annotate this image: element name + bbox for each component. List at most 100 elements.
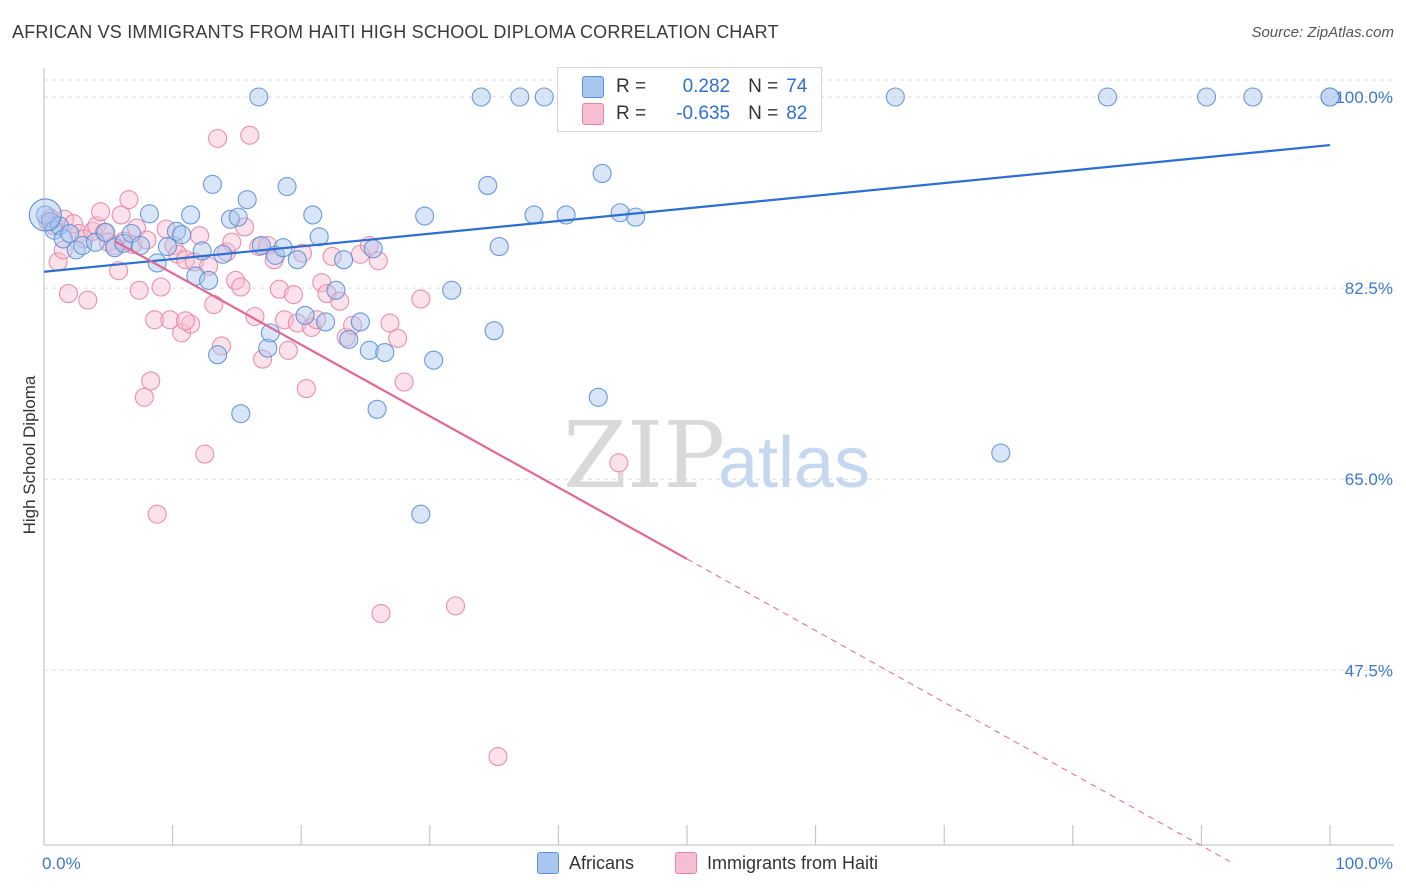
haiti-point-41 — [208, 128, 228, 149]
series-haiti-points — [38, 125, 629, 767]
africans-point-23 — [202, 174, 223, 194]
legend-row-haiti: R = -0.635 N = 82 — [582, 101, 807, 127]
africans-point-67 — [885, 87, 905, 107]
gridlines — [44, 79, 1394, 671]
africans-point-46 — [359, 340, 379, 360]
source-label: Source: ZipAtlas.com — [1251, 24, 1394, 41]
x-tick-label-1: 100.0% — [1335, 854, 1393, 873]
africans-point-44 — [339, 329, 359, 349]
haiti-point-35 — [181, 314, 201, 334]
trend-lines — [43, 143, 1331, 862]
haiti-point-68 — [343, 315, 363, 335]
tick-labels: 47.5% 65.0% 82.5% 100.0% 0.0% 100.0% — [42, 88, 1393, 873]
africans-point-60 — [524, 205, 544, 225]
haiti-point-73 — [380, 313, 400, 333]
haiti-point-20 — [119, 190, 139, 210]
africans-point-24 — [208, 345, 228, 365]
africans-point-47 — [363, 239, 383, 259]
axes — [43, 68, 1394, 846]
watermark: ZIP atlas — [563, 402, 870, 509]
africans-point-63 — [592, 163, 612, 183]
africans-point-28 — [231, 404, 251, 424]
haiti-point-72 — [371, 603, 391, 624]
haiti-point-18 — [111, 205, 131, 225]
haiti-point-51 — [253, 349, 273, 369]
haiti-point-26 — [141, 371, 161, 391]
haiti-point-71 — [368, 251, 388, 271]
haiti-point-10 — [78, 290, 98, 310]
haiti-point-76 — [411, 289, 431, 309]
y-tick-label-2: 82.5% — [1345, 279, 1393, 298]
africans-point-0 — [35, 205, 55, 225]
africans-point-48 — [367, 399, 387, 419]
haiti-point-45 — [226, 270, 246, 291]
haiti-point-38 — [195, 444, 215, 464]
haiti-point-77 — [445, 596, 466, 616]
haiti-point-6 — [58, 284, 78, 304]
haiti-point-74 — [388, 328, 408, 348]
africans-legend-swatch — [537, 852, 559, 874]
africans-point-30 — [249, 87, 269, 107]
africans-point-42 — [326, 280, 346, 300]
africans-point-41 — [316, 312, 336, 332]
haiti-point-13 — [91, 202, 111, 222]
africans-legend-label: Africans — [569, 852, 635, 873]
y-axis-label: High School Diploma — [20, 375, 39, 534]
africans-point-59 — [534, 87, 554, 107]
africans-point-53 — [442, 280, 462, 300]
africans-point-18 — [172, 225, 192, 245]
legend-item-africans: Africans — [537, 852, 634, 874]
africans-point-16 — [157, 237, 178, 257]
haiti-point-67 — [336, 327, 356, 347]
series-legend: Africans Immigrants from Haiti — [0, 852, 1406, 876]
legend-row-africans: R = 0.282 N = 74 — [582, 74, 807, 100]
africans-point-27 — [228, 207, 248, 227]
africans-point-57 — [489, 237, 509, 257]
africans-point-51 — [415, 206, 435, 226]
haiti-trend-line — [114, 240, 688, 560]
haiti-point-46 — [231, 277, 251, 297]
africans-point-58 — [510, 87, 530, 107]
r-label: R = — [616, 103, 647, 124]
africans-point-40 — [309, 227, 329, 247]
haiti-point-60 — [296, 379, 316, 399]
africans-r-value: 0.282 — [682, 76, 731, 97]
africans-point-14 — [139, 204, 160, 224]
watermark-atlas: atlas — [718, 423, 870, 503]
africans-point-71 — [1243, 87, 1263, 107]
africans-point-5 — [60, 223, 80, 244]
africans-point-50 — [411, 504, 431, 524]
haiti-r-value: -0.635 — [676, 103, 731, 124]
africans-point-49 — [375, 342, 395, 363]
n-label: N = — [748, 103, 779, 124]
legend-item-haiti: Immigrants from Haiti — [675, 852, 878, 874]
africans-point-62 — [588, 387, 608, 407]
series-africans-points — [28, 87, 1340, 524]
africans-trend-line — [43, 143, 1331, 273]
haiti-trend-extension — [686, 558, 1230, 862]
y-tick-label-3: 100.0% — [1335, 88, 1393, 107]
haiti-point-75 — [394, 372, 414, 392]
africans-point-9 — [96, 222, 116, 242]
africans-point-36 — [277, 176, 297, 197]
haiti-point-27 — [145, 310, 165, 330]
africans-point-17 — [166, 221, 187, 241]
africans-point-22 — [199, 270, 219, 291]
haiti-point-54 — [269, 279, 289, 299]
haiti-point-81 — [609, 453, 629, 473]
haiti-point-58 — [287, 313, 307, 333]
africans-point-7 — [73, 235, 93, 256]
haiti-point-55 — [274, 310, 295, 330]
stats-legend: R = 0.282 N = 74 R = -0.635 N = 82 — [557, 67, 822, 132]
africans-point-73 — [1320, 87, 1340, 107]
haiti-point-30 — [160, 310, 180, 330]
africans-point-43 — [334, 250, 354, 270]
haiti-point-78 — [147, 504, 167, 524]
africans-point-19 — [181, 205, 201, 225]
africans-point-65 — [626, 207, 646, 227]
haiti-n-value: 82 — [786, 103, 808, 124]
africans-point-52 — [424, 350, 444, 370]
africans-point-29 — [237, 190, 257, 210]
haiti-point-40 — [204, 294, 224, 315]
